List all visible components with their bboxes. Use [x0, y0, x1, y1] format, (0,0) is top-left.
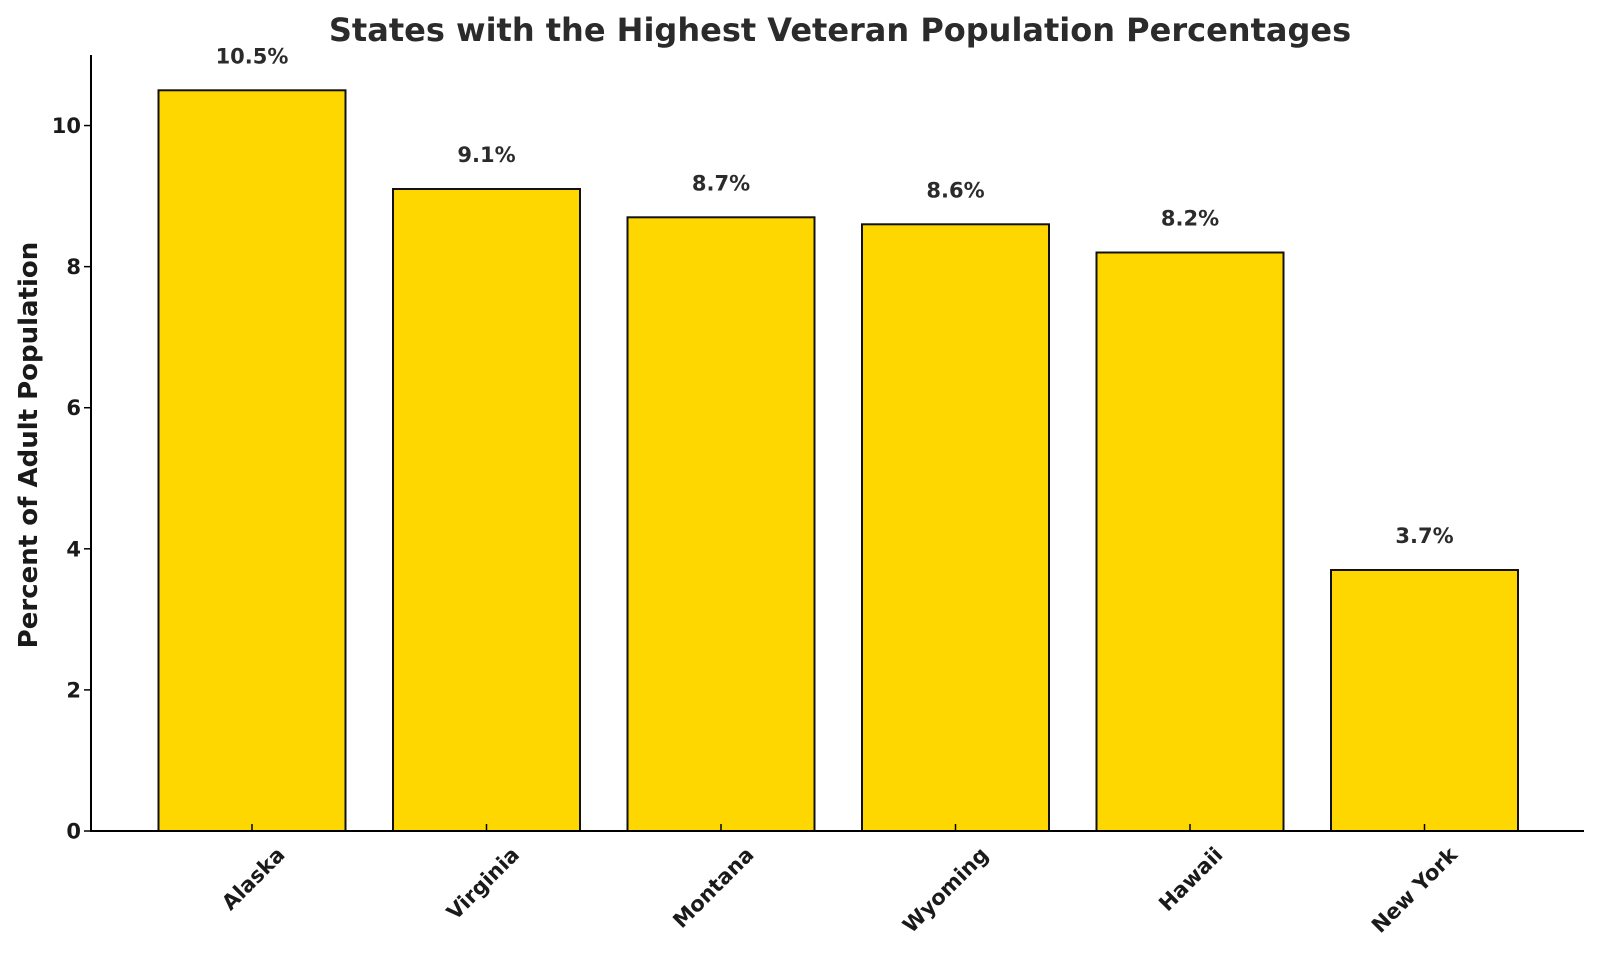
bar-hawaii [1095, 251, 1285, 832]
x-tick-label: New York [1367, 842, 1463, 938]
bar-wyoming [861, 223, 1050, 833]
bar-montana [626, 216, 816, 833]
data-label: 8.7% [692, 171, 750, 195]
bar-alaska [157, 89, 347, 833]
y-tick-label: 10 [52, 114, 81, 138]
x-tick-label: Wyoming [898, 843, 993, 938]
data-label: 10.5% [216, 44, 289, 68]
x-tick-label: Alaska [217, 843, 289, 915]
data-label: 8.6% [926, 178, 984, 202]
y-tick-label: 4 [66, 537, 81, 561]
x-tick-label: Hawaii [1154, 843, 1227, 916]
x-tick-label: Virginia [442, 843, 524, 925]
y-tick-label: 2 [66, 678, 81, 702]
bars-layer [157, 89, 1519, 833]
y-tick-label: 6 [66, 396, 81, 420]
x-tick-label: Montana [668, 843, 758, 933]
data-label: 8.2% [1161, 207, 1219, 231]
data-label: 3.7% [1395, 524, 1453, 548]
y-tick-label: 0 [66, 820, 81, 844]
data-label: 9.1% [457, 143, 515, 167]
bar-virginia [392, 188, 581, 832]
y-axis-label: Percent of Adult Population [14, 242, 44, 649]
chart-title: States with the Highest Veteran Populati… [329, 11, 1351, 49]
y-tick-label: 8 [66, 255, 81, 279]
bar-new-york [1330, 569, 1519, 832]
axes-layer [84, 55, 1584, 832]
